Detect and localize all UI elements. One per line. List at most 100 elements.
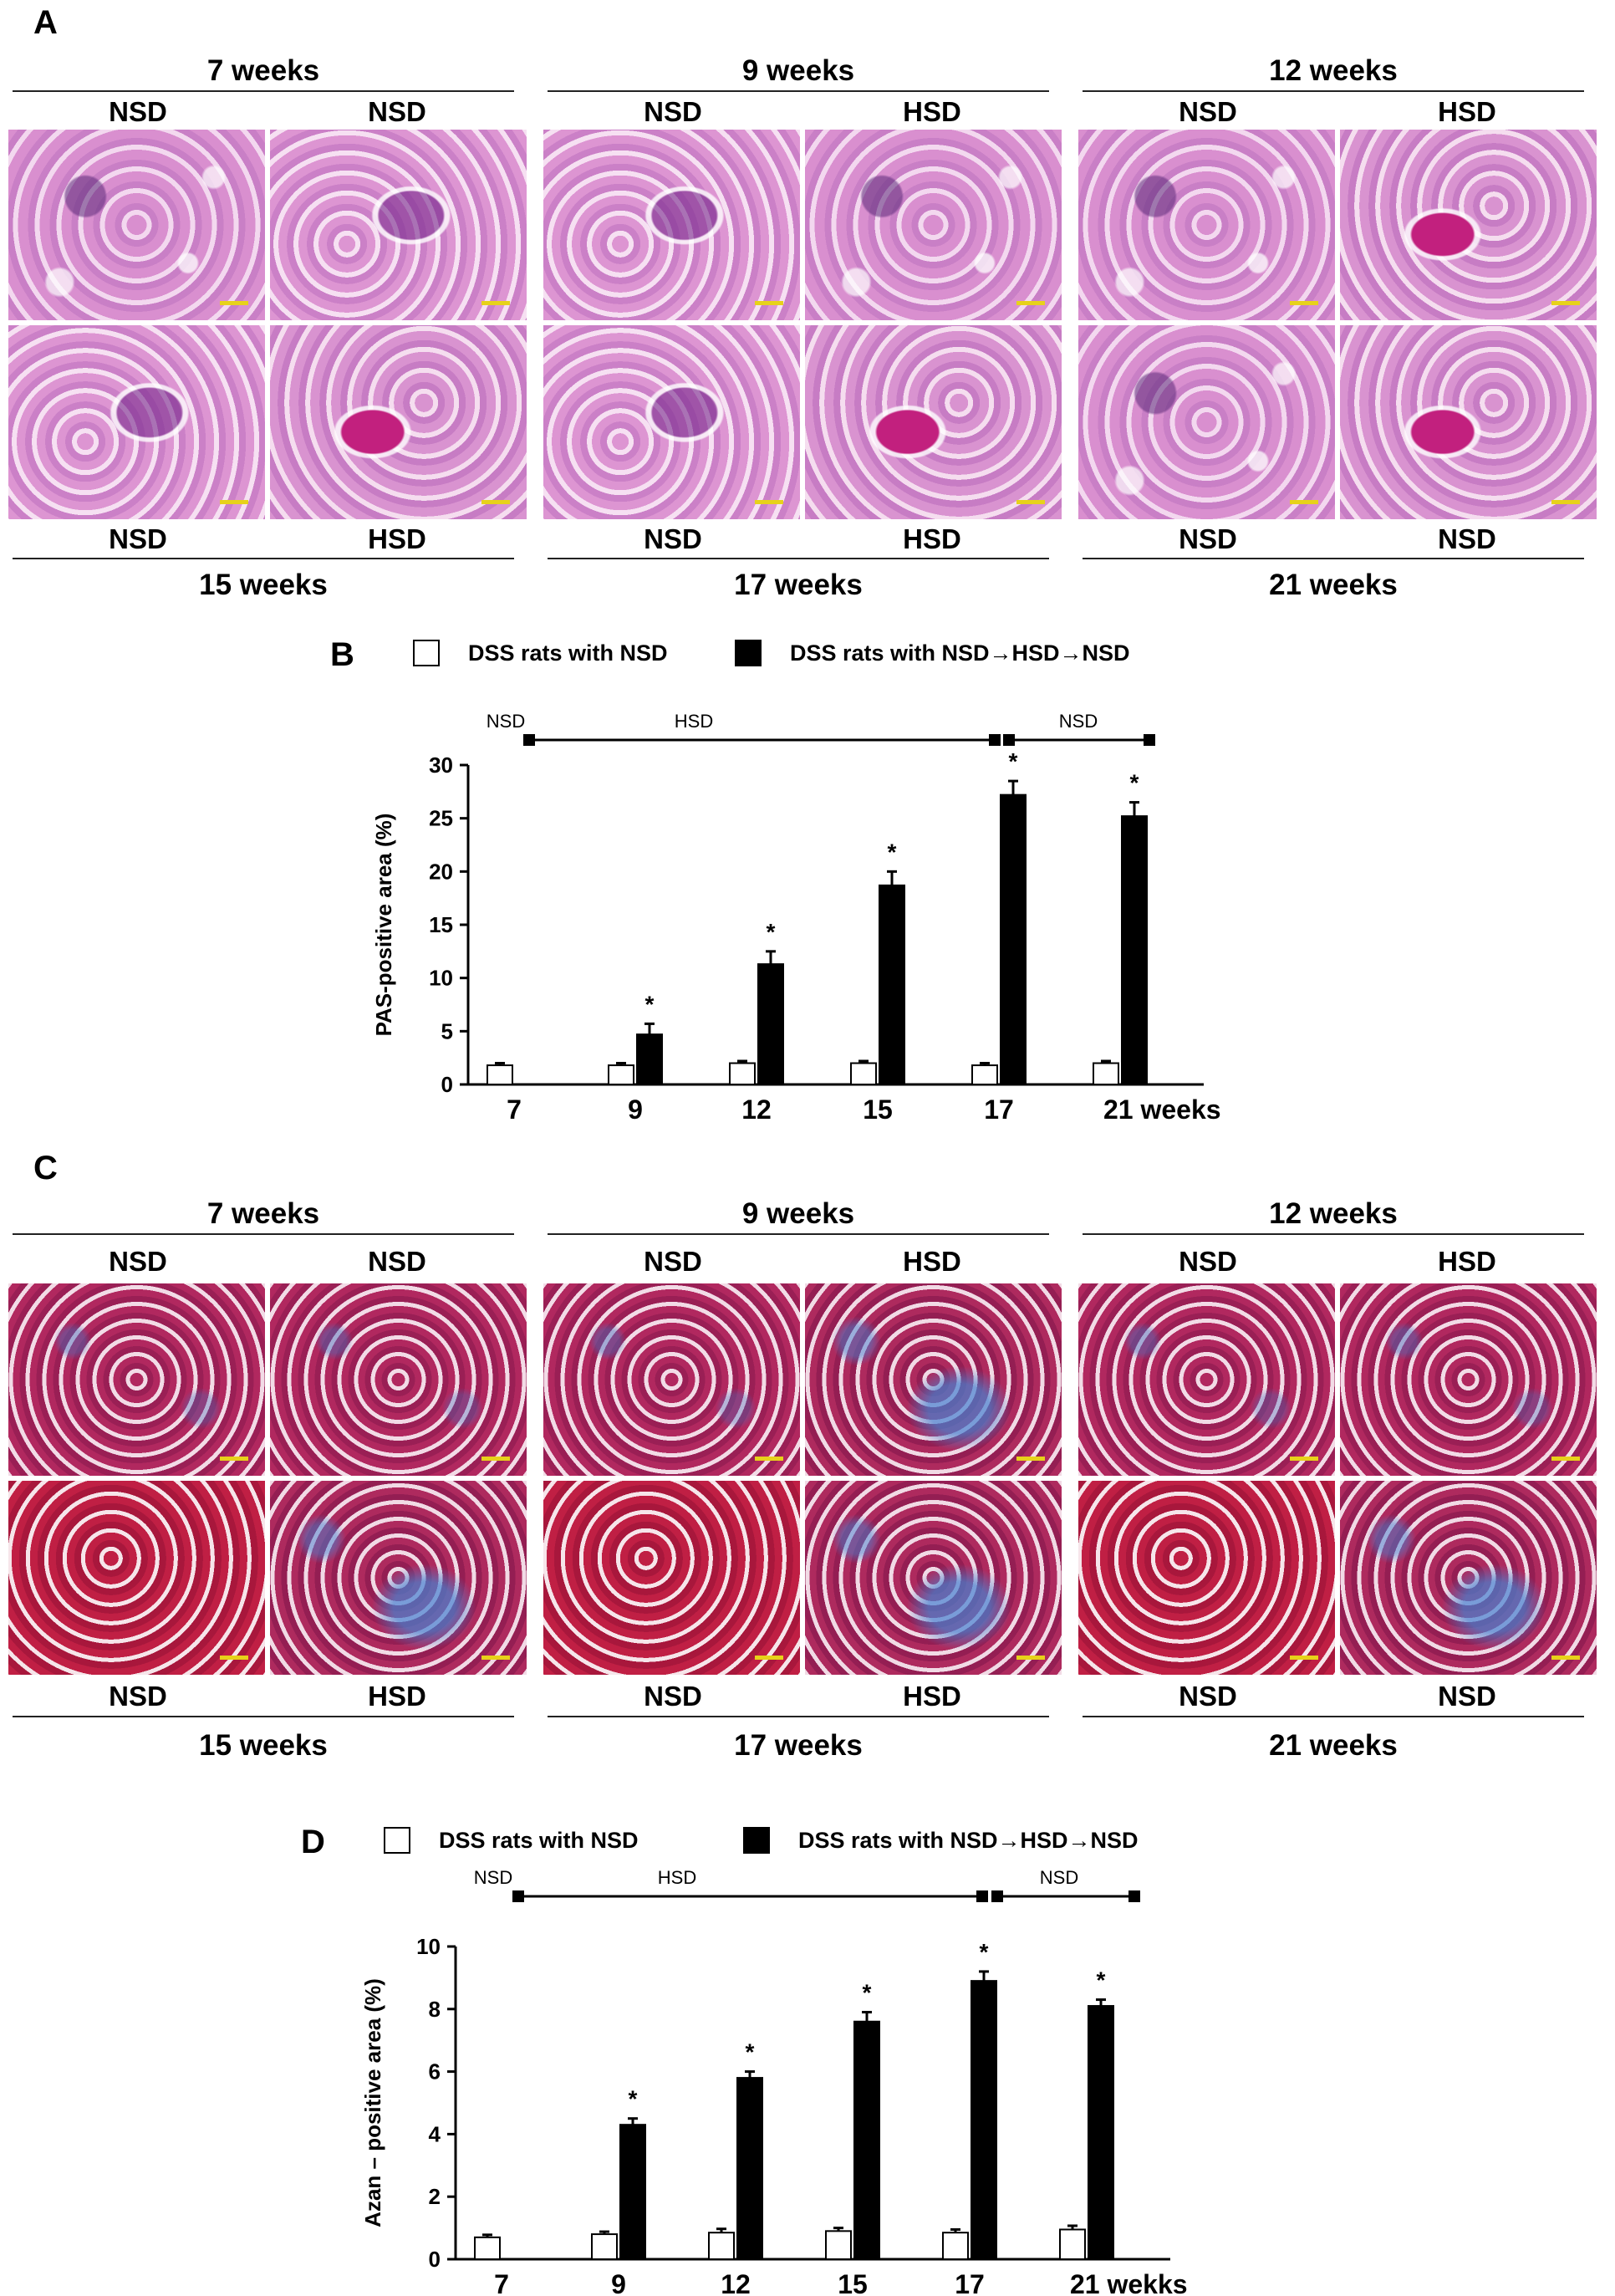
azan-micrograph xyxy=(8,1283,265,1476)
chart-b: B DSS rats with NSD DSS rats with NSD→HSD→… xyxy=(330,636,1221,1125)
chart-d: D DSS rats with NSD DSS rats with NSD→HSD→… xyxy=(301,1824,1188,2296)
y-tick-label: 8 xyxy=(429,1997,441,2022)
week-label: 9 weeks xyxy=(741,1197,855,1230)
timeline-label: NSD xyxy=(474,1867,512,1888)
panel-letter-c: C xyxy=(33,1150,58,1186)
legend-label: DSS rats with NSD→HSD→NSD xyxy=(798,1828,1139,1853)
azan-micrograph xyxy=(270,1283,527,1476)
timeline-label: NSD xyxy=(1040,1867,1078,1888)
y-tick-label: 2 xyxy=(429,2184,441,2209)
diet-label: HSD xyxy=(1438,96,1496,127)
x-tick-label: 9 xyxy=(628,1094,643,1125)
bar-nsd xyxy=(1059,2228,1086,2260)
significance-mark: * xyxy=(1009,748,1018,774)
divider xyxy=(13,90,514,92)
diet-label: NSD xyxy=(644,523,702,554)
x-tick-label: 21 wekks xyxy=(1070,2269,1188,2296)
bar-nsd xyxy=(942,2232,969,2261)
divider xyxy=(1083,1233,1584,1235)
diet-label: HSD xyxy=(903,523,961,554)
panel-letter: D xyxy=(301,1824,325,1860)
divider xyxy=(1083,1716,1584,1717)
bar-nsd xyxy=(729,1062,756,1085)
bar-nsd xyxy=(1093,1062,1119,1085)
timeline-marker xyxy=(1003,734,1015,746)
bar-hsd xyxy=(853,2020,880,2260)
timeline-marker xyxy=(523,734,535,746)
pas-micrograph xyxy=(805,325,1062,519)
bar-nsd xyxy=(825,2230,852,2261)
diet-label: HSD xyxy=(1438,1246,1496,1277)
diet-label: NSD xyxy=(368,96,426,127)
bar-hsd xyxy=(971,1980,997,2260)
legend-label: DSS rats with NSD xyxy=(439,1828,639,1853)
azan-micrograph xyxy=(1340,1481,1597,1675)
timeline-marker xyxy=(1128,1890,1140,1902)
week-label: 12 weeks xyxy=(1269,54,1398,87)
x-tick-label: 17 xyxy=(955,2269,985,2296)
diet-label: NSD xyxy=(109,523,167,554)
week-label: 7 weeks xyxy=(206,1197,320,1230)
diet-label: NSD xyxy=(1438,523,1496,554)
pas-micrograph xyxy=(1340,130,1597,320)
y-tick-label: 0 xyxy=(441,1072,453,1097)
divider xyxy=(13,1233,514,1235)
bar-hsd xyxy=(619,2124,646,2260)
diet-label: HSD xyxy=(903,1246,961,1277)
bar-hsd xyxy=(757,963,784,1086)
week-label: 7 weeks xyxy=(206,54,320,87)
pas-micrograph xyxy=(1340,325,1597,519)
diet-label: NSD xyxy=(368,1246,426,1277)
y-tick-label: 25 xyxy=(429,806,453,831)
azan-micrograph xyxy=(543,1283,800,1476)
x-tick-label: 15 xyxy=(838,2269,868,2296)
x-tick-label: 12 xyxy=(721,2269,751,2296)
timeline-label: NSD xyxy=(487,711,525,732)
bar-hsd xyxy=(636,1033,663,1085)
y-tick-label: 30 xyxy=(429,753,453,778)
divider xyxy=(1083,558,1584,559)
bar-hsd xyxy=(1000,793,1027,1086)
significance-mark: * xyxy=(980,1939,989,1965)
y-tick-label: 5 xyxy=(441,1018,453,1043)
significance-mark: * xyxy=(767,919,776,945)
y-tick-label: 15 xyxy=(429,912,453,937)
diet-label: HSD xyxy=(368,523,426,554)
legend-label: DSS rats with NSD→HSD→NSD xyxy=(790,640,1130,666)
bar-nsd xyxy=(971,1064,998,1086)
divider xyxy=(13,558,514,559)
azan-micrograph xyxy=(543,1481,800,1675)
divider xyxy=(1083,90,1584,92)
azan-micrograph xyxy=(1078,1283,1335,1476)
pas-micrograph xyxy=(543,325,800,519)
diet-label: NSD xyxy=(1179,96,1237,127)
divider xyxy=(13,1716,514,1717)
y-tick-label: 10 xyxy=(416,1934,441,1959)
legend-swatch-nsd xyxy=(413,640,440,666)
pas-micrograph xyxy=(543,130,800,320)
x-tick-label: 15 xyxy=(863,1094,893,1125)
week-label: 17 weeks xyxy=(734,1729,863,1762)
azan-micrograph xyxy=(805,1481,1062,1675)
diet-label: NSD xyxy=(644,1681,702,1712)
panel-letter: B xyxy=(330,636,354,673)
pas-micrograph xyxy=(270,325,527,519)
bar-hsd xyxy=(879,884,905,1085)
diet-label: NSD xyxy=(1179,523,1237,554)
azan-micrograph xyxy=(1078,1481,1335,1675)
diet-label: NSD xyxy=(109,1246,167,1277)
y-tick-label: 10 xyxy=(429,966,453,991)
azan-micrograph xyxy=(270,1481,527,1675)
pas-micrograph xyxy=(8,325,265,519)
x-tick-label: 9 xyxy=(611,2269,626,2296)
week-label: 12 weeks xyxy=(1269,1197,1398,1230)
x-tick-label: 7 xyxy=(494,2269,509,2296)
pas-micrograph xyxy=(1078,325,1335,519)
x-tick-label: 21 weeks xyxy=(1103,1094,1221,1125)
week-label: 21 weeks xyxy=(1269,569,1398,601)
significance-mark: * xyxy=(888,839,897,865)
week-label: 21 weeks xyxy=(1269,1729,1398,1762)
significance-mark: * xyxy=(1097,1967,1106,1993)
y-tick-label: 4 xyxy=(429,2121,441,2146)
pas-micrograph xyxy=(8,130,265,320)
